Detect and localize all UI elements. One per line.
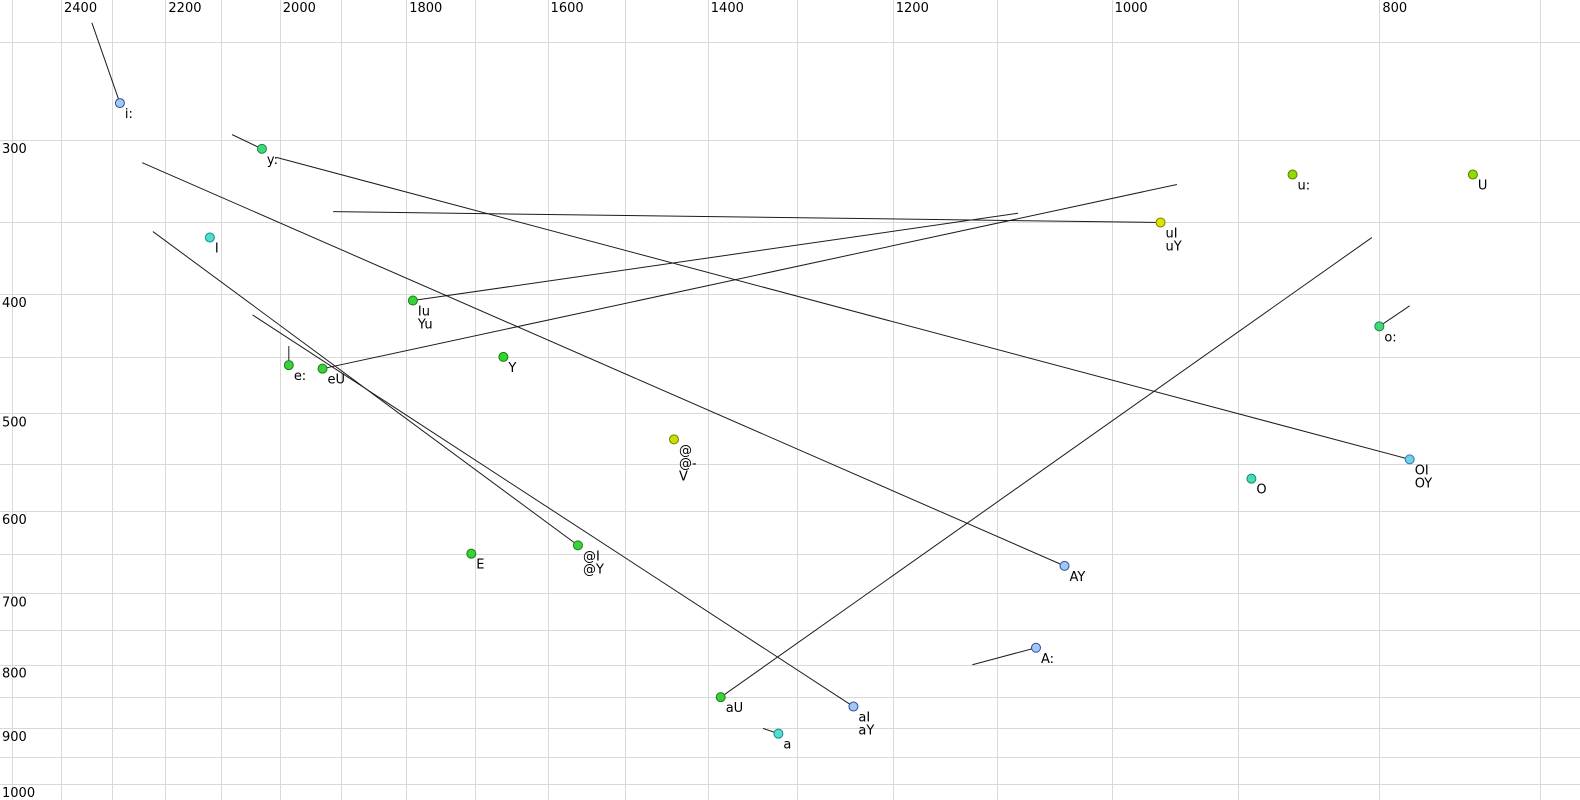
traj-Iu: [412, 212, 1019, 302]
x-tick-1600: 1600: [551, 1, 584, 16]
x-tick-1400: 1400: [711, 1, 744, 16]
x-tick-1800: 1800: [409, 1, 442, 16]
vowel-label-E: E: [476, 558, 484, 573]
x-tick-1200: 1200: [896, 1, 929, 16]
x-tick-800: 800: [1382, 1, 1407, 16]
vowel-label-u-long: u:: [1298, 179, 1311, 194]
vowel-label-schwa-3: V: [679, 469, 688, 484]
vowel-point-aU: [715, 692, 726, 703]
traj-eU: [322, 183, 1178, 370]
vowel-label-Iu: Iu: [418, 305, 430, 320]
vowel-label-U: U: [1478, 179, 1488, 194]
trajectory-lines: [91, 22, 1410, 735]
vowel-label-schwa-I-2: @Y: [583, 562, 604, 577]
y-tick-300: 300: [2, 142, 27, 157]
vowel-point-uI: [1155, 217, 1166, 228]
vowel-point-i-long: [114, 98, 125, 109]
vowel-label-eU: eU: [328, 373, 346, 388]
vowel-point-A-long: [1030, 642, 1041, 653]
traj-AY: [141, 162, 1065, 567]
traj-aI: [252, 314, 854, 707]
vowel-label-i-long: i:: [125, 107, 133, 122]
vowel-point-O: [1246, 473, 1257, 484]
vowel-label-aU: aU: [726, 701, 743, 716]
vowel-label-I: I: [215, 242, 219, 257]
vowel-label-aI: aI: [858, 711, 870, 726]
vowel-point-schwa-I: [572, 540, 583, 551]
y-tick-500: 500: [2, 415, 27, 430]
vowel-label-y-long: y:: [267, 153, 278, 168]
vowel-label-O: O: [1256, 483, 1266, 498]
vowel-point-aI: [848, 701, 859, 712]
vowel-points: [114, 98, 1478, 739]
x-tick-1000: 1000: [1115, 1, 1148, 16]
traj-y-long: [231, 134, 263, 150]
traj-uI: [333, 211, 1161, 223]
vowel-point-eU: [317, 363, 328, 374]
vowel-label-a: a: [783, 738, 791, 753]
vowel-label-schwa-2: @-: [679, 456, 697, 471]
vowel-point-e-long: [283, 360, 294, 371]
vowel-point-AY: [1059, 560, 1070, 571]
vowel-label-Y: Y: [507, 361, 516, 376]
vowel-label-schwa: @: [679, 443, 692, 458]
vowel-point-u-long: [1287, 169, 1298, 180]
vowel-label-OI-2: OY: [1415, 476, 1433, 491]
vowel-point-Y: [498, 351, 509, 362]
x-tick-2000: 2000: [283, 1, 316, 16]
vowel-label-schwa-I: @I: [583, 549, 600, 564]
y-axis-labels: 300 400 500 600 700 800 900 1000: [2, 142, 35, 800]
vowel-point-U: [1467, 169, 1478, 180]
vowel-label-Iu-2: Yu: [417, 318, 433, 333]
vowel-point-y-long: [256, 143, 267, 154]
vowel-label-o-long: o:: [1384, 330, 1396, 345]
vowel-label-A-long: A:: [1041, 652, 1054, 667]
vowel-label-AY: AY: [1069, 570, 1085, 585]
vowel-point-o-long: [1374, 321, 1385, 332]
y-tick-800: 800: [2, 667, 27, 682]
y-tick-1000: 1000: [2, 786, 35, 800]
vowel-point-a: [773, 728, 784, 739]
vowel-point-schwa: [668, 434, 679, 445]
vowel-point-E: [466, 548, 477, 559]
traj-OI: [276, 157, 1410, 460]
vowel-label-aI-2: aY: [858, 724, 874, 739]
vowel-point-Iu: [407, 295, 418, 306]
vowel-point-OI: [1404, 454, 1415, 465]
y-tick-900: 900: [2, 730, 27, 745]
y-tick-600: 600: [2, 513, 27, 528]
traj-i-long: [91, 22, 121, 104]
x-tick-2400: 2400: [64, 1, 97, 16]
x-tick-2200: 2200: [168, 1, 201, 16]
vowel-label-uI: uI: [1166, 226, 1178, 241]
vowel-point-I: [204, 232, 215, 243]
traj-o-long: [1379, 305, 1410, 327]
y-tick-400: 400: [2, 296, 27, 311]
x-axis-labels: 2400 2200 2000 1800 1600 1400 1200 1000 800: [64, 1, 1407, 16]
traj-A-long: [972, 647, 1037, 666]
traj-aU: [720, 237, 1373, 698]
vowel-label-OI: OI: [1415, 463, 1429, 478]
vowel-label-e-long: e:: [294, 369, 306, 384]
y-tick-700: 700: [2, 595, 27, 610]
vowel-label-uI-2: uY: [1166, 239, 1182, 254]
